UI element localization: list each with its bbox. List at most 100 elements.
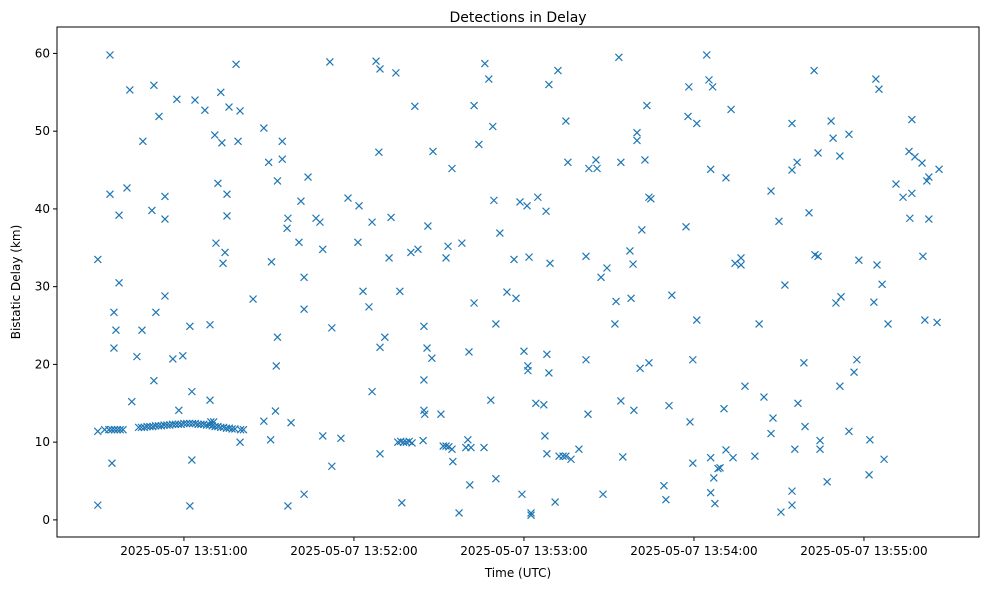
data-point bbox=[266, 435, 275, 444]
data-point bbox=[616, 397, 625, 405]
data-point bbox=[684, 82, 693, 91]
data-point bbox=[597, 273, 605, 282]
data-point bbox=[368, 218, 377, 227]
data-point bbox=[769, 414, 777, 422]
data-point bbox=[191, 96, 199, 105]
data-point bbox=[516, 197, 524, 206]
data-point bbox=[185, 419, 194, 428]
data-point bbox=[574, 445, 583, 454]
data-point bbox=[625, 246, 634, 255]
data-point bbox=[873, 260, 881, 269]
data-point bbox=[278, 155, 287, 164]
data-point bbox=[221, 248, 229, 257]
data-point bbox=[561, 117, 570, 125]
data-point bbox=[429, 147, 437, 156]
y-tick-label: 30 bbox=[35, 280, 50, 294]
data-point bbox=[161, 215, 169, 223]
data-point bbox=[702, 51, 711, 59]
data-point bbox=[816, 445, 824, 454]
data-point bbox=[531, 399, 540, 408]
data-point bbox=[710, 499, 719, 508]
data-point bbox=[845, 130, 853, 139]
data-point bbox=[706, 165, 715, 174]
data-point bbox=[627, 294, 635, 303]
data-point bbox=[104, 425, 113, 434]
data-point bbox=[112, 326, 120, 335]
data-point bbox=[614, 53, 623, 62]
data-point bbox=[93, 501, 102, 510]
data-point bbox=[223, 211, 231, 220]
data-point bbox=[408, 439, 416, 447]
data-point bbox=[217, 138, 226, 147]
data-point bbox=[161, 192, 169, 201]
data-point bbox=[563, 158, 572, 167]
data-point bbox=[706, 453, 715, 462]
data-point bbox=[232, 60, 240, 69]
data-point bbox=[599, 490, 607, 499]
data-point bbox=[93, 427, 102, 436]
data-point bbox=[119, 425, 127, 434]
data-point bbox=[420, 376, 428, 384]
data-point bbox=[512, 294, 520, 303]
data-point bbox=[533, 193, 542, 202]
data-point bbox=[223, 190, 231, 199]
data-point bbox=[729, 453, 737, 462]
data-point bbox=[155, 112, 163, 121]
data-point bbox=[151, 421, 160, 430]
data-point bbox=[180, 419, 188, 428]
data-point bbox=[132, 352, 141, 361]
data-point bbox=[918, 252, 927, 261]
data-point bbox=[93, 255, 102, 264]
data-point bbox=[827, 117, 836, 125]
data-point bbox=[659, 481, 668, 490]
data-point bbox=[633, 136, 641, 145]
data-point bbox=[907, 189, 916, 198]
data-point bbox=[495, 229, 504, 237]
data-point bbox=[750, 452, 759, 461]
data-point bbox=[442, 442, 450, 450]
data-point bbox=[682, 222, 690, 231]
data-point bbox=[182, 419, 191, 428]
data-point bbox=[527, 511, 535, 520]
data-point bbox=[794, 399, 802, 408]
data-point bbox=[393, 438, 402, 447]
data-point bbox=[391, 68, 400, 77]
data-point bbox=[523, 366, 532, 375]
data-point bbox=[540, 432, 549, 440]
data-point bbox=[935, 165, 943, 174]
data-point bbox=[520, 347, 528, 356]
data-point bbox=[503, 288, 511, 297]
data-point bbox=[300, 273, 309, 282]
data-point bbox=[561, 452, 570, 461]
x-tick-label: 2025-05-07 13:55:00 bbox=[800, 544, 927, 558]
data-point bbox=[106, 51, 114, 59]
data-point bbox=[116, 425, 125, 434]
data-point bbox=[108, 459, 116, 468]
data-point bbox=[107, 425, 116, 434]
data-point bbox=[665, 401, 673, 410]
data-point bbox=[692, 119, 701, 128]
data-point bbox=[850, 368, 858, 377]
data-point bbox=[559, 452, 567, 461]
data-point bbox=[875, 85, 883, 94]
data-point bbox=[463, 435, 472, 444]
data-point bbox=[264, 158, 273, 167]
data-point bbox=[709, 473, 718, 482]
data-point bbox=[397, 498, 406, 507]
data-point bbox=[518, 490, 526, 499]
y-tick-label: 10 bbox=[35, 435, 50, 449]
data-point bbox=[788, 501, 796, 510]
data-point bbox=[194, 420, 203, 429]
data-point bbox=[637, 225, 646, 234]
data-point bbox=[123, 184, 131, 192]
data-point bbox=[799, 358, 808, 367]
data-point bbox=[374, 148, 383, 157]
data-point bbox=[267, 257, 276, 266]
data-point bbox=[544, 80, 553, 89]
data-point bbox=[178, 351, 187, 360]
data-point bbox=[423, 344, 431, 353]
data-point bbox=[271, 407, 280, 415]
data-point bbox=[835, 382, 844, 391]
data-point bbox=[544, 369, 553, 377]
data-point bbox=[470, 101, 479, 110]
